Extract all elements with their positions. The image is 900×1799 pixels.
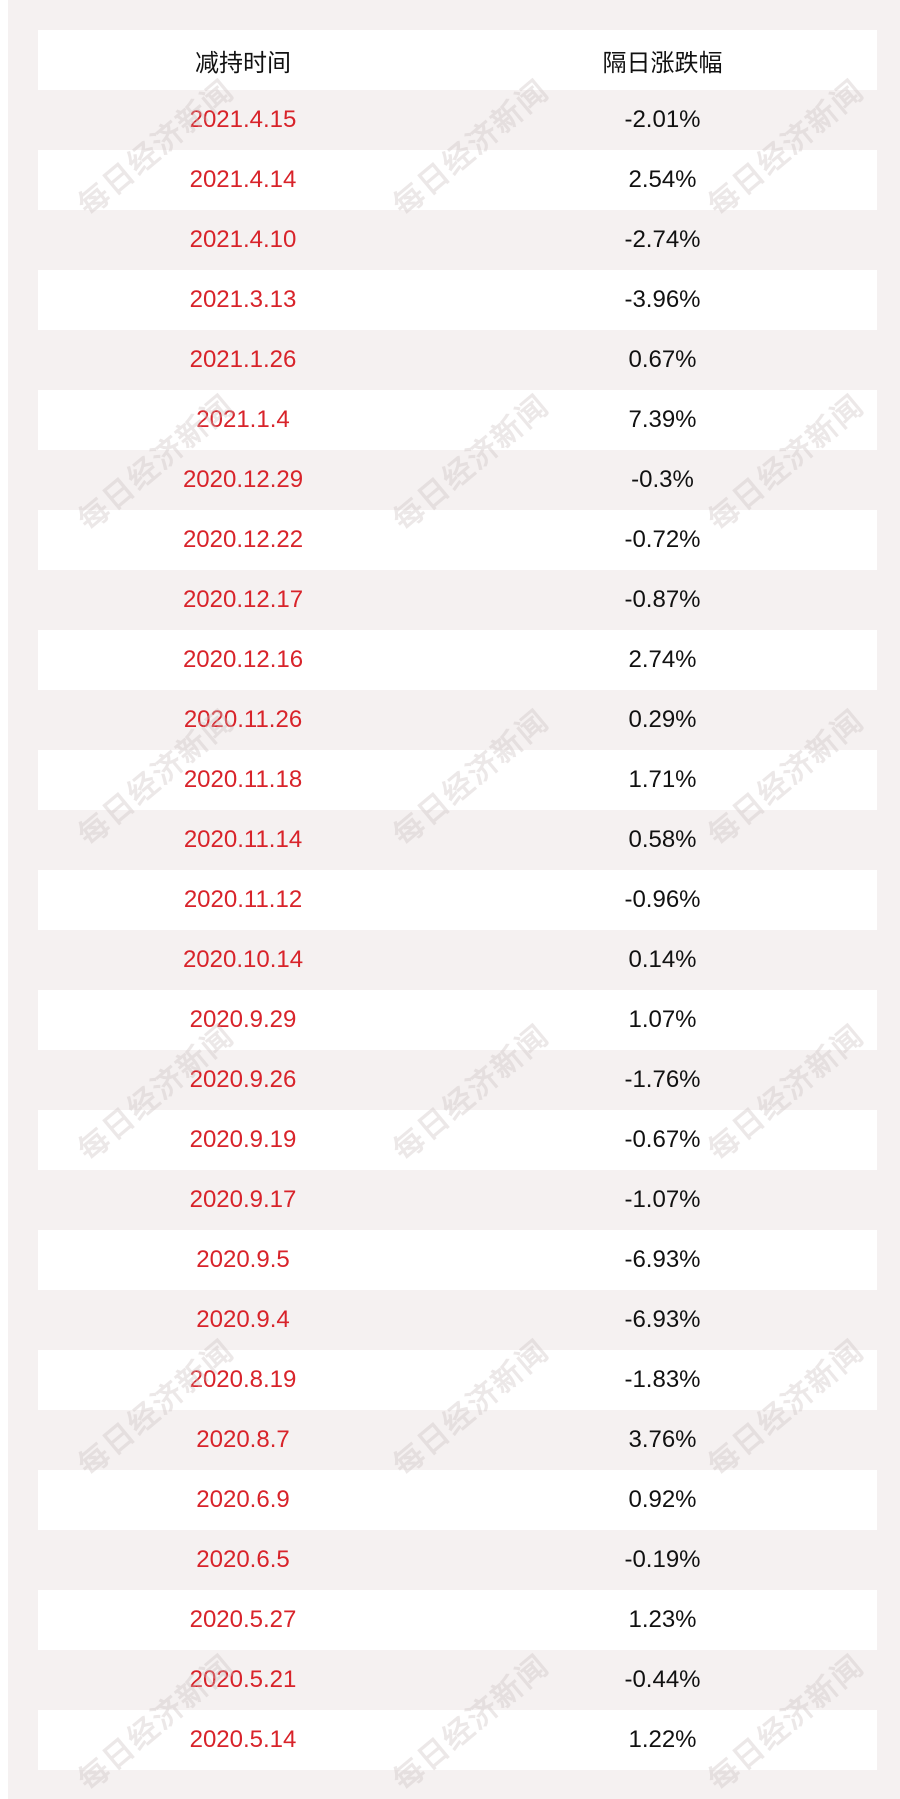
cell-next-day-change: 1.22% (628, 1726, 697, 1753)
table-row: 2020.12.17 -0.87% (38, 570, 877, 630)
cell-next-day-change: 1.07% (628, 1006, 697, 1033)
table-row: 2020.5.27 1.23% (38, 1590, 877, 1650)
table-row: 2020.11.18 1.71% (38, 750, 877, 810)
table-row: 2020.5.14 1.22% (38, 1710, 877, 1770)
table-row: 2020.11.26 0.29% (38, 690, 877, 750)
cell-reduction-date: 2020.12.17 (182, 586, 304, 613)
cell-reduction-date: 2021.4.10 (189, 226, 297, 253)
cell-reduction-date: 2021.4.15 (189, 106, 297, 133)
table-row: 2020.9.17 -1.07% (38, 1170, 877, 1230)
table-header-row: 减持时间 隔日涨跌幅 (38, 30, 877, 90)
cell-reduction-date: 2020.9.5 (196, 1246, 290, 1273)
cell-reduction-date: 2020.11.26 (183, 706, 303, 733)
cell-next-day-change: -6.93% (624, 1246, 701, 1273)
table-row: 2020.12.16 2.74% (38, 630, 877, 690)
table-row: 2021.1.26 0.67% (38, 330, 877, 390)
cell-next-day-change: -0.3% (631, 466, 694, 493)
table-row: 2020.9.5 -6.93% (38, 1230, 877, 1290)
table-row: 2020.12.22 -0.72% (38, 510, 877, 570)
cell-next-day-change: -2.74% (624, 226, 701, 253)
table-row: 2020.9.26 -1.76% (38, 1050, 877, 1110)
table-row: 2020.9.19 -0.67% (38, 1110, 877, 1170)
cell-next-day-change: 1.23% (628, 1606, 697, 1633)
cell-next-day-change: -2.01% (624, 106, 701, 133)
cell-next-day-change: 0.67% (628, 346, 697, 373)
cell-reduction-date: 2020.12.29 (182, 466, 304, 493)
cell-next-day-change: -0.87% (624, 586, 701, 613)
table-row: 2020.9.29 1.07% (38, 990, 877, 1050)
table-row: 2021.4.14 2.54% (38, 150, 877, 210)
cell-next-day-change: 0.14% (628, 946, 697, 973)
table-row: 2020.5.21 -0.44% (38, 1650, 877, 1710)
table-body: 2021.4.15 -2.01% 2021.4.14 2.54% 2021.4.10 -2… (38, 90, 877, 1770)
cell-next-day-change: 0.58% (628, 826, 697, 853)
column-header-date: 减持时间 (195, 49, 291, 77)
table-row: 2020.8.7 3.76% (38, 1410, 877, 1470)
cell-next-day-change: -0.67% (624, 1126, 701, 1153)
cell-reduction-date: 2020.5.14 (189, 1726, 297, 1753)
cell-next-day-change: -1.83% (624, 1366, 701, 1393)
table-row: 2020.6.9 0.92% (38, 1470, 877, 1530)
cell-reduction-date: 2020.11.12 (183, 886, 303, 913)
cell-next-day-change: -3.96% (624, 286, 701, 313)
cell-next-day-change: -1.07% (624, 1186, 701, 1213)
cell-next-day-change: 2.74% (628, 646, 697, 673)
cell-next-day-change: -1.76% (624, 1066, 701, 1093)
column-header-change: 隔日涨跌幅 (602, 49, 723, 77)
cell-next-day-change: -0.96% (624, 886, 701, 913)
table-row: 2021.1.4 7.39% (38, 390, 877, 450)
table-row: 2020.9.4 -6.93% (38, 1290, 877, 1350)
cell-reduction-date: 2020.11.18 (183, 766, 303, 793)
cell-reduction-date: 2020.9.19 (189, 1126, 297, 1153)
cell-next-day-change: -6.93% (624, 1306, 701, 1333)
cell-reduction-date: 2020.9.29 (189, 1006, 297, 1033)
cell-next-day-change: 0.92% (628, 1486, 697, 1513)
cell-next-day-change: 3.76% (628, 1426, 697, 1453)
table-row: 2021.3.13 -3.96% (38, 270, 877, 330)
cell-reduction-date: 2020.6.9 (196, 1486, 290, 1513)
cell-reduction-date: 2021.1.26 (189, 346, 297, 373)
cell-reduction-date: 2020.8.19 (189, 1366, 297, 1393)
table-row: 2020.8.19 -1.83% (38, 1350, 877, 1410)
cell-reduction-date: 2020.10.14 (182, 946, 304, 973)
table-row: 2020.11.12 -0.96% (38, 870, 877, 930)
cell-next-day-change: 0.29% (628, 706, 697, 733)
cell-next-day-change: 7.39% (628, 406, 697, 433)
cell-next-day-change: -0.44% (624, 1666, 701, 1693)
cell-reduction-date: 2020.12.22 (182, 526, 304, 553)
cell-reduction-date: 2020.6.5 (196, 1546, 290, 1573)
table-row: 2020.12.29 -0.3% (38, 450, 877, 510)
cell-reduction-date: 2020.5.21 (189, 1666, 297, 1693)
cell-reduction-date: 2020.9.17 (189, 1186, 297, 1213)
table-row: 2020.11.14 0.58% (38, 810, 877, 870)
cell-next-day-change: 2.54% (628, 166, 697, 193)
table-row: 2020.10.14 0.14% (38, 930, 877, 990)
cell-next-day-change: -0.19% (624, 1546, 701, 1573)
cell-reduction-date: 2020.12.16 (182, 646, 304, 673)
table-row: 2020.6.5 -0.19% (38, 1530, 877, 1590)
table-row: 2021.4.10 -2.74% (38, 210, 877, 270)
cell-reduction-date: 2020.11.14 (183, 826, 303, 853)
cell-reduction-date: 2021.4.14 (189, 166, 297, 193)
cell-reduction-date: 2021.3.13 (189, 286, 297, 313)
cell-reduction-date: 2020.5.27 (189, 1606, 297, 1633)
data-table: 减持时间 隔日涨跌幅 2021.4.15 -2.01% 2021.4.14 2.54%… (38, 30, 877, 1770)
cell-reduction-date: 2021.1.4 (196, 406, 290, 433)
table-row: 2021.4.15 -2.01% (38, 90, 877, 150)
cell-next-day-change: -0.72% (624, 526, 701, 553)
cell-reduction-date: 2020.9.4 (196, 1306, 290, 1333)
cell-next-day-change: 1.71% (628, 766, 697, 793)
cell-reduction-date: 2020.9.26 (189, 1066, 297, 1093)
cell-reduction-date: 2020.8.7 (196, 1426, 290, 1453)
